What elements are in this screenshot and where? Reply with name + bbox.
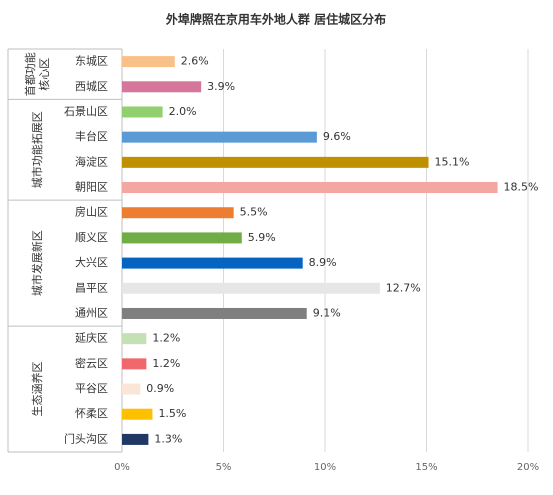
y-tick-label: 怀柔区 — [75, 407, 108, 420]
value-label: 9.1% — [313, 306, 341, 319]
bar — [122, 56, 175, 68]
value-label: 5.9% — [248, 231, 276, 244]
value-label: 1.2% — [152, 357, 180, 370]
bar — [122, 408, 153, 420]
y-tick-label: 延庆区 — [75, 331, 108, 345]
y-tick-label: 丰台区 — [75, 129, 108, 143]
value-label: 12.7% — [386, 281, 421, 294]
group-label: 首都功能 — [23, 52, 37, 96]
x-tick-label: 0% — [114, 462, 130, 473]
y-tick-label: 通州区 — [75, 306, 108, 319]
value-label: 18.5% — [504, 181, 539, 194]
y-tick-label: 顺义区 — [75, 231, 108, 244]
bar — [122, 182, 498, 194]
y-tick-label: 石景山区 — [64, 105, 108, 118]
group-label: 城市发展新区 — [30, 230, 44, 296]
y-tick-label: 东城区 — [75, 55, 108, 68]
value-label: 2.6% — [181, 55, 209, 68]
value-label: 5.5% — [240, 206, 268, 219]
x-tick-label: 20% — [517, 462, 539, 473]
bar — [122, 156, 429, 168]
value-label: 0.9% — [146, 382, 174, 395]
bar — [122, 383, 141, 395]
chart-title: 外埠牌照在京用车外地人群 居住城区分布 — [166, 12, 386, 27]
y-tick-label: 朝阳区 — [75, 181, 108, 194]
y-tick-label: 门头沟区 — [64, 431, 108, 445]
y-tick-label: 大兴区 — [75, 255, 108, 269]
y-tick-label: 密云区 — [75, 356, 108, 370]
bar — [122, 433, 149, 445]
bar — [122, 307, 307, 319]
value-label: 8.9% — [309, 256, 337, 269]
value-label: 15.1% — [435, 155, 470, 168]
x-tick-label: 5% — [216, 462, 232, 473]
y-tick-label: 平谷区 — [75, 382, 108, 395]
value-label: 9.6% — [323, 130, 351, 143]
value-label: 1.2% — [152, 332, 180, 345]
bar — [122, 106, 163, 118]
value-label: 2.0% — [169, 105, 197, 118]
bar — [122, 207, 234, 219]
bar — [122, 358, 147, 370]
bar — [122, 81, 202, 93]
bar — [122, 131, 317, 143]
group-label: 城市功能拓展区 — [30, 111, 44, 188]
bar — [122, 257, 303, 269]
y-tick-label: 昌平区 — [75, 281, 108, 294]
y-tick-label: 西城区 — [75, 80, 108, 93]
value-label: 1.3% — [154, 432, 182, 445]
bar — [122, 232, 242, 244]
group-label: 生态涵养区 — [30, 362, 44, 417]
value-label: 1.5% — [158, 407, 186, 420]
x-tick-label: 10% — [314, 462, 336, 473]
bar — [122, 282, 380, 294]
y-tick-label: 房山区 — [75, 206, 108, 219]
value-label: 3.9% — [207, 80, 235, 93]
y-tick-label: 海淀区 — [75, 154, 108, 168]
x-tick-label: 15% — [415, 462, 437, 473]
bar — [122, 333, 147, 345]
group-label: 核心区 — [37, 58, 51, 91]
